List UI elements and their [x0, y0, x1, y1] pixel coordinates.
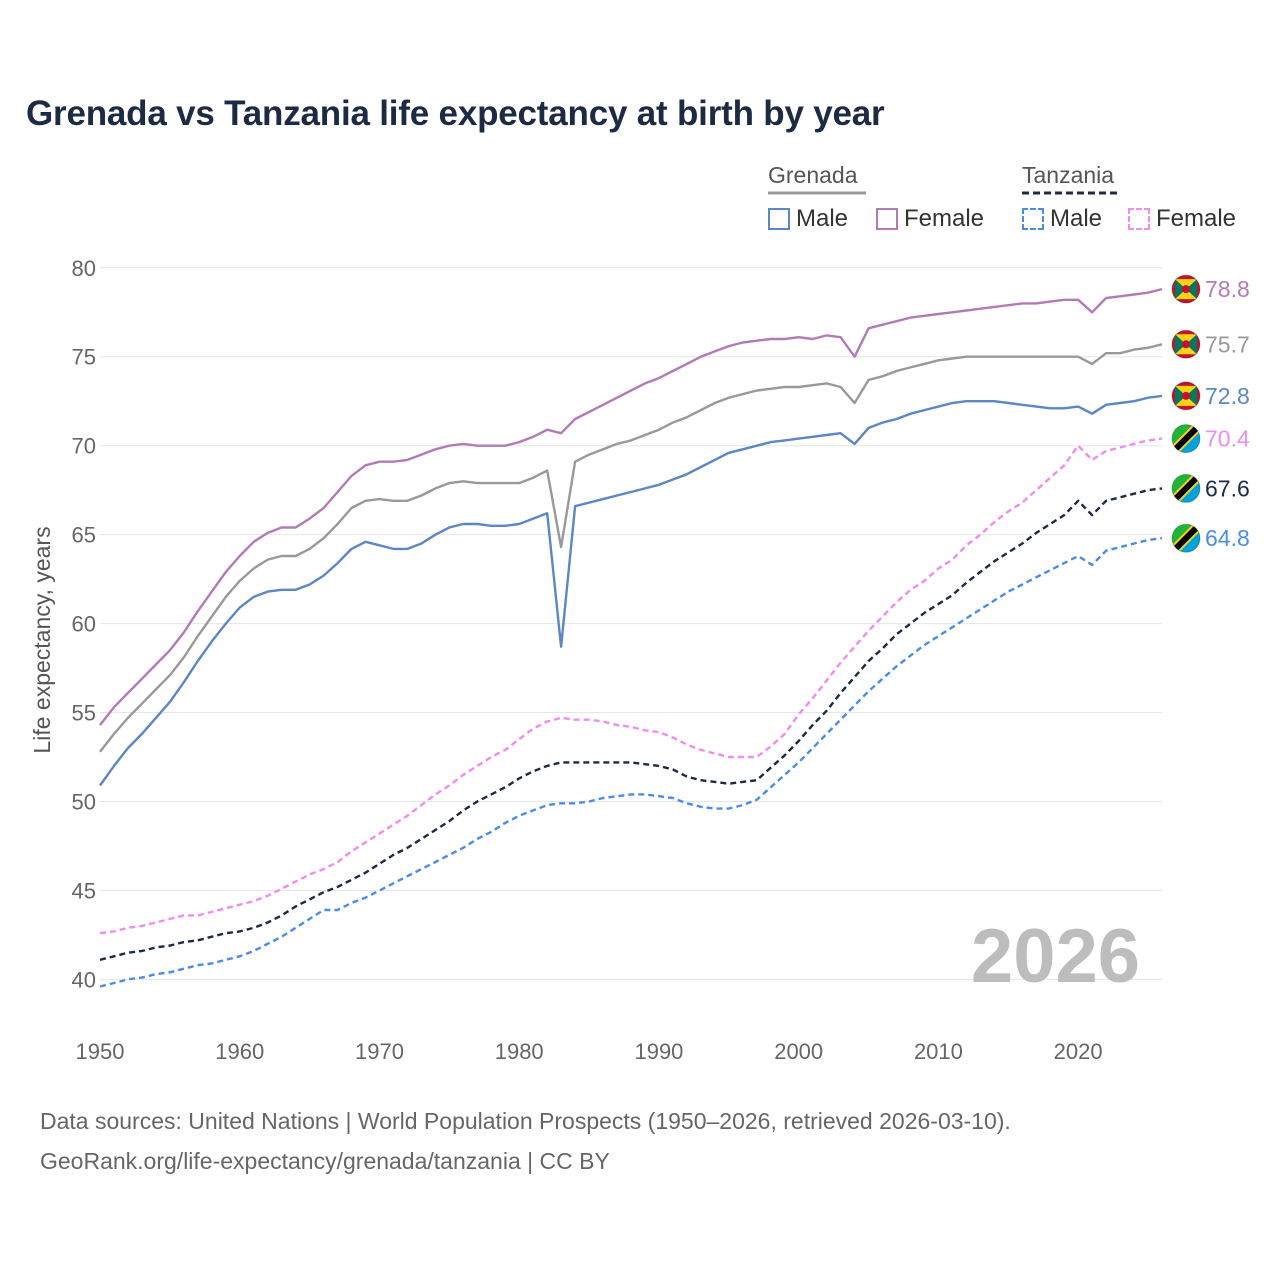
x-tick-label-2000: 2000 [774, 1039, 823, 1064]
grenada-flag-icon [1172, 330, 1200, 359]
end-value-label-grenada-male: 72.8 [1205, 383, 1250, 409]
legend-country-tanzania-label: Tanzania [1022, 162, 1115, 188]
x-tick-label-1980: 1980 [495, 1039, 544, 1064]
legend-label-grenada-male: Male [796, 205, 849, 232]
tanzania-flag-icon [1172, 424, 1200, 453]
legend-line-grenada [768, 191, 866, 195]
legend-swatch-tanzania-male [1022, 208, 1044, 230]
y-tick-label-80: 80 [72, 256, 96, 281]
series-lines [99, 287, 1163, 988]
legend-label-tanzania-male: Male [1050, 205, 1103, 232]
end-marker-tanzania-male: 64.8 [1171, 523, 1250, 553]
year-watermark: 2026 [971, 914, 1140, 999]
y-axis-label: Life expectancy, years [29, 526, 55, 753]
tanzania-flag-icon [1172, 474, 1200, 503]
series-line-tanzania-total [99, 487, 1163, 961]
y-tick-label-40: 40 [72, 967, 96, 992]
legend-label-grenada-female: Female [904, 205, 985, 232]
legend-swatch-grenada-male [768, 208, 790, 230]
footer-url: GeoRank.org/life-expectancy/grenada/tanz… [40, 1148, 610, 1174]
end-value-label-grenada-total: 75.7 [1205, 331, 1250, 357]
series-line-grenada-male [99, 394, 1163, 787]
y-tick-label-55: 55 [72, 701, 96, 726]
x-axis-ticks: 1950 1960 1970 1980 1990 2000 2010 2020 [76, 1039, 1103, 1064]
legend-line-tanzania [1022, 191, 1120, 195]
end-value-label-tanzania-female: 70.4 [1205, 426, 1250, 452]
legend-item-tanzania-male[interactable]: Male [1022, 205, 1102, 233]
y-axis-ticks: 40 45 50 55 60 65 70 75 80 [72, 256, 96, 993]
end-marker-tanzania-total: 67.6 [1171, 473, 1250, 503]
legend-country-grenada: Grenada [768, 162, 866, 195]
y-tick-label-75: 75 [72, 345, 96, 370]
legend-item-grenada-male[interactable]: Male [768, 205, 848, 233]
series-line-grenada-total [99, 343, 1163, 753]
end-marker-grenada-total: 75.7 [1171, 329, 1250, 359]
x-tick-label-1990: 1990 [634, 1039, 683, 1064]
x-tick-label-1950: 1950 [76, 1039, 125, 1064]
grenada-flag-icon [1172, 381, 1200, 410]
y-tick-label-50: 50 [72, 790, 96, 815]
end-markers: 78.8 75.7 72.8 70.4 67.6 64.8 [1171, 274, 1250, 553]
series-line-tanzania-male [99, 537, 1163, 988]
y-tick-label-45: 45 [72, 878, 96, 903]
grid-lines [100, 267, 1162, 980]
x-tick-label-2020: 2020 [1054, 1039, 1103, 1064]
end-marker-grenada-female: 78.8 [1171, 274, 1250, 304]
y-tick-label-60: 60 [72, 612, 96, 637]
y-tick-label-65: 65 [72, 523, 96, 548]
legend-swatch-grenada-female [876, 208, 898, 230]
legend-country-grenada-label: Grenada [768, 162, 858, 188]
footer-sources: Data sources: United Nations | World Pop… [40, 1108, 1011, 1134]
legend-swatch-tanzania-female [1128, 208, 1150, 230]
series-line-grenada-female [99, 287, 1163, 726]
end-value-label-tanzania-total: 67.6 [1205, 475, 1250, 501]
end-value-label-grenada-female: 78.8 [1205, 276, 1250, 302]
x-tick-label-1960: 1960 [215, 1039, 264, 1064]
end-marker-tanzania-female: 70.4 [1171, 424, 1250, 454]
end-value-label-tanzania-male: 64.8 [1205, 525, 1250, 551]
legend-item-grenada-female[interactable]: Female [876, 205, 984, 233]
x-tick-label-2010: 2010 [914, 1039, 963, 1064]
legend-country-tanzania: Tanzania [1022, 162, 1120, 195]
y-tick-label-70: 70 [72, 434, 96, 459]
end-marker-grenada-male: 72.8 [1171, 381, 1250, 411]
series-line-tanzania-female [99, 437, 1163, 935]
grenada-flag-icon [1172, 275, 1200, 304]
x-tick-label-1970: 1970 [355, 1039, 404, 1064]
legend-item-tanzania-female[interactable]: Female [1128, 205, 1236, 233]
tanzania-flag-icon [1172, 524, 1200, 553]
chart-title: Grenada vs Tanzania life expectancy at b… [26, 94, 885, 133]
legend-label-tanzania-female: Female [1156, 205, 1237, 232]
